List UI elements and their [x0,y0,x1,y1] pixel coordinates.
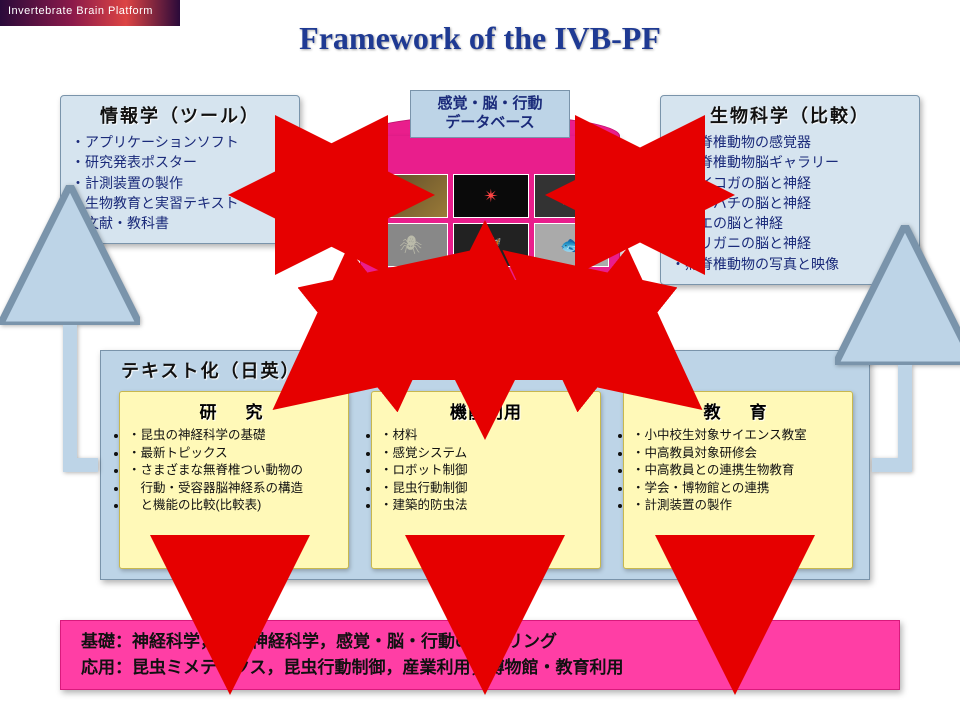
informatics-list: ・アプリケーションソフト ・研究発表ポスター ・計測装置の製作 ・生物教育と実習… [71,132,289,233]
thumb-spider-icon: 🕷 [373,223,448,267]
thumb-fish-icon: 🐟 [534,223,609,267]
bioscience-list: ・無脊椎動物の感覚器 ・無脊椎動物脳ギャラリー ・カイコガの脳と神経 ・ミツバチ… [671,132,909,274]
label-reference-right: 参照 [635,220,663,240]
bioscience-title: 生物科学（比較） [671,102,909,128]
label-reference-left: 参照 [310,220,338,240]
thumb-bee-icon: 🐝 [373,174,448,218]
thumb-moth-icon: 🦋 [453,223,528,267]
function-subbox: 機能利用 ・材料 ・感覚システム ・ロボット制御 ・昆虫行動制御 ・建築的防虫法 [371,391,601,569]
thumb-neuron-icon: ✴ [453,174,528,218]
label-register-left: 登録 [310,155,338,175]
function-title: 機能利用 [380,398,592,423]
label-register-right: 登録 [635,155,663,175]
textize-title: テキスト化（日英） [121,357,300,383]
database-cylinder: 🐝 ✴ 🦗 🕷 🦋 🐟 [360,115,620,291]
bottom-line2: 応用：昆虫ミメティクス，昆虫行動制御，産業利用，博物館・教育利用 [81,655,879,681]
education-title: 教 育 [632,398,844,423]
thumb-insect-icon: 🦗 [534,174,609,218]
informatics-title: 情報学（ツール） [71,102,289,128]
bottom-box: 基礎：神経科学，比較神経科学，感覚・脳・行動のモデリング 応用：昆虫ミメティクス… [60,620,900,690]
database-label: 感覚・脳・行動 データベース [410,90,570,138]
education-subbox: 教 育 ・小中校生対象サイエンス教室 ・中高教員対象研修会 ・中高教員との連携生… [623,391,853,569]
label-reference-center: 参照 [500,330,528,350]
research-subbox: 研 究 ・昆虫の神経科学の基礎 ・最新トピックス ・さまざまな無脊椎つい動物の … [119,391,349,569]
page-title: Framework of the IVB-PF [0,20,960,57]
bottom-line1: 基礎：神経科学，比較神経科学，感覚・脳・行動のモデリング [81,629,879,655]
db-thumbnails: 🐝 ✴ 🦗 🕷 🦋 🐟 [373,174,609,267]
textize-box: テキスト化（日英） 研 究 ・昆虫の神経科学の基礎 ・最新トピックス ・さまざま… [100,350,870,580]
bioscience-box: 生物科学（比較） ・無脊椎動物の感覚器 ・無脊椎動物脳ギャラリー ・カイコガの脳… [660,95,920,285]
research-title: 研 究 [128,398,340,423]
informatics-box: 情報学（ツール） ・アプリケーションソフト ・研究発表ポスター ・計測装置の製作… [60,95,300,244]
